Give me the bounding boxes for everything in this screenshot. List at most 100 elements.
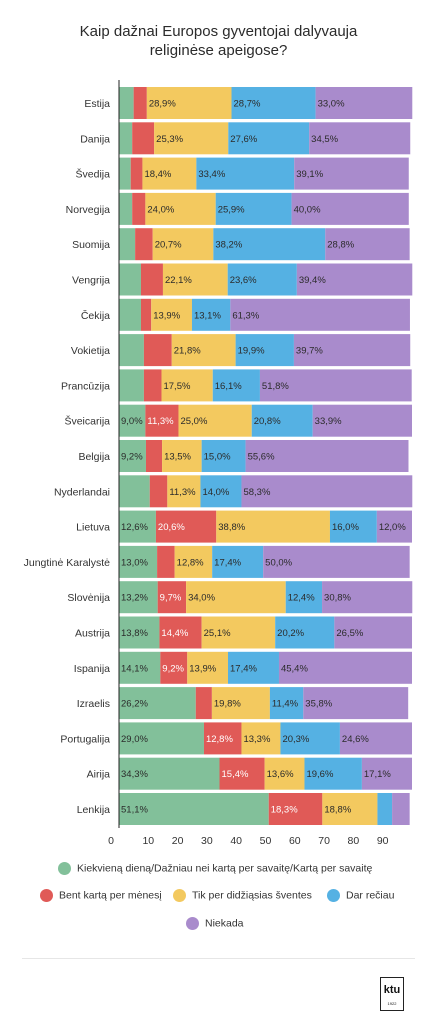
bar-rarely-14 — [285, 581, 323, 614]
data-label-holidays-5: 22,1% — [165, 275, 192, 286]
data-label-rarely-1: 27,6% — [230, 134, 257, 145]
data-label-daily-16: 14,1% — [121, 663, 148, 674]
data-label-holidays-16: 13,9% — [189, 663, 216, 674]
data-label-monthly-20: 18,3% — [271, 805, 298, 816]
data-label-holidays-3: 24,0% — [147, 204, 174, 215]
bar-rarely-1 — [228, 122, 310, 155]
data-label-holidays-19: 13,6% — [267, 769, 294, 780]
data-label-rarely-12: 16,0% — [332, 522, 359, 533]
data-label-holidays-7: 21,8% — [174, 346, 201, 357]
bar-never-2 — [294, 157, 409, 190]
ktu-logo-text: ktu — [383, 984, 401, 996]
bar-never-19 — [361, 757, 412, 790]
x-tick-label-1: 10 — [142, 835, 154, 847]
bar-daily-6 — [119, 298, 141, 331]
data-label-never-2: 39,1% — [296, 169, 323, 180]
data-label-holidays-14: 34,0% — [188, 593, 215, 604]
bar-never-12 — [376, 510, 412, 543]
data-label-holidays-10: 13,5% — [164, 452, 191, 463]
bar-never-4 — [325, 228, 410, 261]
data-label-daily-14: 13,2% — [121, 593, 148, 604]
bar-never-1 — [309, 122, 411, 155]
bar-monthly-1 — [132, 122, 155, 155]
x-tick-label-7: 70 — [318, 835, 330, 847]
legend-item-holidays: Tik per didžiąsias šventes — [173, 889, 312, 902]
bar-rarely-20 — [377, 793, 393, 825]
chart-title: Kaip dažnai Europos gyventojai dalyvauja… — [0, 22, 437, 60]
data-label-rarely-3: 25,9% — [218, 204, 245, 215]
data-label-holidays-2: 18,4% — [144, 169, 171, 180]
category-label-20: Lenkija — [77, 804, 110, 816]
bar-daily-13 — [119, 545, 158, 578]
data-label-rarely-5: 23,6% — [230, 275, 257, 286]
bar-rarely-12 — [329, 510, 377, 543]
bar-rarely-6 — [191, 298, 231, 331]
data-label-rarely-4: 38,2% — [215, 240, 242, 251]
category-label-15: Austrija — [75, 628, 110, 640]
bar-rarely-18 — [280, 722, 340, 755]
data-label-never-5: 39,4% — [299, 275, 326, 286]
data-label-rarely-19: 19,6% — [306, 769, 333, 780]
bar-monthly-9 — [145, 404, 179, 437]
legend-label-daily: Kiekvieną dieną/Dažniau nei kartą per sa… — [77, 862, 373, 875]
data-label-daily-12: 12,6% — [121, 522, 148, 533]
data-label-rarely-14: 12,4% — [288, 593, 315, 604]
bar-daily-19 — [119, 757, 220, 790]
legend-swatch-never — [186, 917, 199, 930]
bar-monthly-18 — [203, 722, 242, 755]
bar-monthly-15 — [159, 616, 202, 649]
data-label-never-3: 40,0% — [294, 204, 321, 215]
data-label-holidays-13: 12,8% — [177, 557, 204, 568]
bar-daily-7 — [119, 334, 144, 367]
bar-never-15 — [334, 616, 413, 649]
data-label-holidays-8: 17,5% — [163, 381, 190, 392]
bar-monthly-12 — [155, 510, 217, 543]
bar-daily-8 — [119, 369, 144, 402]
category-label-3: Norvegija — [66, 204, 111, 216]
bar-rarely-13 — [212, 545, 264, 578]
category-label-16: Ispanija — [74, 663, 110, 675]
data-label-daily-13: 13,0% — [121, 557, 148, 568]
data-label-holidays-1: 25,3% — [156, 134, 183, 145]
chart-title-line-1: Kaip dažnai Europos gyventojai dalyvauja — [79, 23, 358, 40]
bar-monthly-2 — [130, 157, 143, 190]
data-label-monthly-12: 20,6% — [158, 522, 185, 533]
bar-never-6 — [230, 298, 410, 331]
bar-monthly-5 — [140, 263, 163, 296]
bar-daily-16 — [119, 651, 161, 684]
bar-holidays-8 — [161, 369, 213, 402]
x-tick-label-6: 60 — [289, 835, 301, 847]
bar-daily-0 — [119, 87, 134, 119]
data-label-holidays-4: 20,7% — [155, 240, 182, 251]
x-tick-label-3: 30 — [201, 835, 213, 847]
data-label-monthly-19: 15,4% — [222, 769, 249, 780]
legend-label-monthly: Bent kartą per mėnesį — [59, 889, 162, 902]
bar-monthly-7 — [143, 334, 172, 367]
bar-rarely-5 — [227, 263, 297, 296]
bar-monthly-17 — [195, 687, 212, 720]
data-label-holidays-12: 38,8% — [218, 522, 245, 533]
bar-rarely-2 — [196, 157, 295, 190]
stacked-bar-chart: Estija 28,9% 28,7% 33,0% Danija 25,3% 27,6% 34,… — [24, 80, 413, 847]
bar-rarely-7 — [235, 334, 294, 367]
data-label-never-12: 12,0% — [379, 522, 406, 533]
data-label-never-6: 61,3% — [232, 310, 259, 321]
bar-never-14 — [322, 581, 413, 614]
data-label-monthly-14: 9,7% — [160, 593, 182, 604]
bar-holidays-16 — [187, 651, 228, 684]
bar-holidays-6 — [151, 298, 192, 331]
bar-daily-3 — [119, 192, 133, 225]
category-label-14: Slovėnija — [67, 592, 110, 604]
bar-holidays-12 — [216, 510, 330, 543]
data-label-never-17: 35,8% — [305, 699, 332, 710]
data-label-never-19: 17,1% — [364, 769, 391, 780]
bar-monthly-11 — [149, 475, 168, 508]
bar-monthly-8 — [143, 369, 162, 402]
data-label-daily-10: 9,2% — [121, 452, 143, 463]
bar-monthly-10 — [145, 440, 163, 472]
category-label-12: Lietuva — [76, 522, 110, 534]
data-label-never-11: 58,3% — [243, 487, 270, 498]
legend-item-daily: Kiekvieną dieną/Dažniau nei kartą per sa… — [58, 862, 372, 875]
category-label-0: Estija — [84, 98, 110, 110]
bar-holidays-5 — [162, 263, 228, 296]
